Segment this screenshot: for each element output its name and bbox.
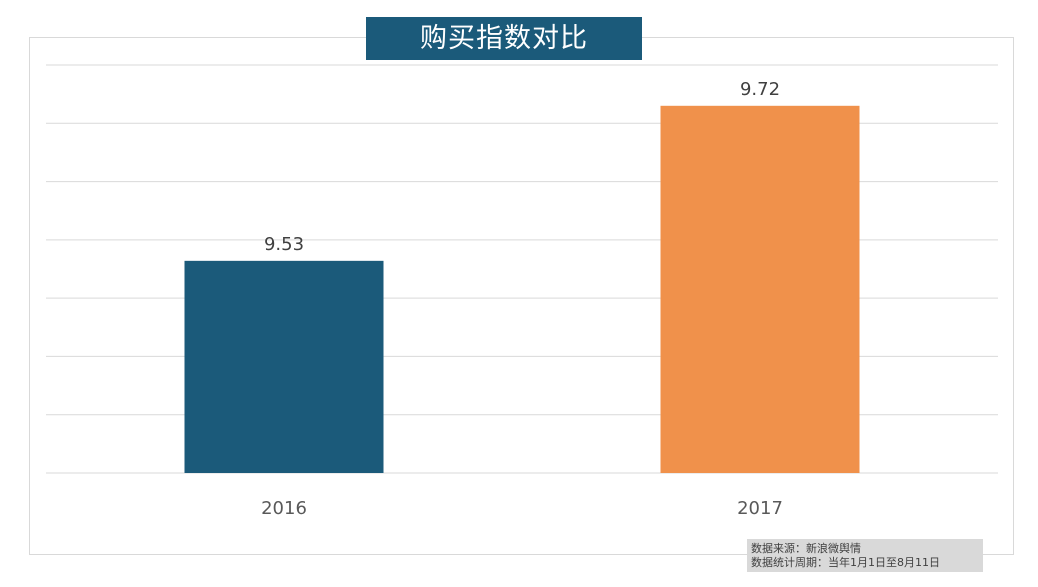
source-line-1: 数据来源：新浪微舆情	[751, 542, 861, 555]
source-line-2: 数据统计周期：当年1月1日至8月11日	[751, 556, 940, 569]
data-label-2016: 9.53	[264, 234, 304, 255]
x-tick-label-2017: 2017	[737, 498, 783, 519]
bar-2017	[660, 105, 860, 474]
source-note: 数据来源：新浪微舆情 数据统计周期：当年1月1日至8月11日	[747, 539, 983, 572]
data-label-2017: 9.72	[740, 79, 780, 100]
x-tick-label-2016: 2016	[261, 498, 307, 519]
bar-2016	[184, 260, 384, 473]
chart-title: 购买指数对比	[366, 17, 642, 60]
